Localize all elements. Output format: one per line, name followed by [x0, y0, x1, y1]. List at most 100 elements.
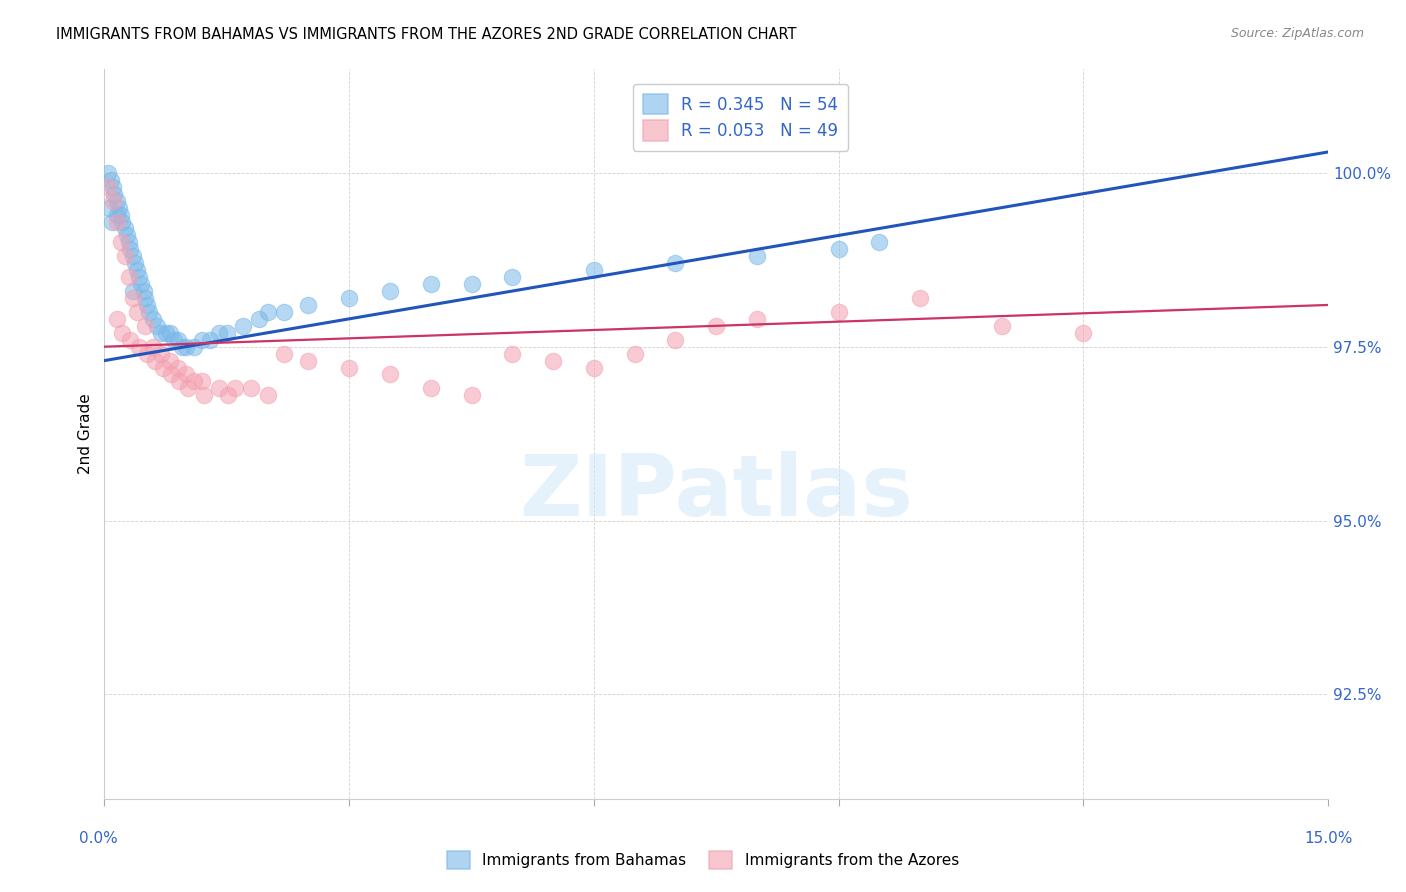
Point	[115, 228, 138, 243]
Point	[128, 340, 150, 354]
Point	[128, 270, 150, 285]
Point	[152, 360, 174, 375]
Point	[191, 333, 214, 347]
Point	[745, 249, 768, 263]
Point	[232, 318, 254, 333]
Point	[908, 291, 931, 305]
Point	[200, 333, 222, 347]
Point	[134, 318, 156, 333]
Point	[101, 194, 124, 208]
Point	[108, 201, 131, 215]
Point	[582, 360, 605, 375]
Point	[541, 353, 564, 368]
Point	[105, 194, 128, 208]
Point	[247, 311, 270, 326]
Point	[103, 186, 125, 201]
Point	[143, 353, 166, 368]
Point	[118, 235, 141, 250]
Point	[125, 263, 148, 277]
Point	[97, 166, 120, 180]
Point	[122, 284, 145, 298]
Point	[101, 179, 124, 194]
Point	[111, 326, 134, 340]
Point	[174, 340, 197, 354]
Point	[100, 214, 122, 228]
Point	[110, 208, 132, 222]
Point	[256, 388, 278, 402]
Point	[166, 360, 188, 375]
Point	[664, 256, 686, 270]
Point	[1073, 326, 1095, 340]
Point	[623, 346, 645, 360]
Point	[125, 305, 148, 319]
Point	[114, 249, 136, 263]
Point	[273, 305, 295, 319]
Point	[460, 388, 482, 402]
Text: Source: ZipAtlas.com: Source: ZipAtlas.com	[1230, 27, 1364, 40]
Point	[582, 263, 605, 277]
Point	[98, 201, 121, 215]
Point	[827, 243, 849, 257]
Text: 0.0%: 0.0%	[79, 831, 118, 846]
Point	[256, 305, 278, 319]
Point	[217, 388, 239, 402]
Point	[146, 318, 169, 333]
Point	[419, 381, 441, 395]
Point	[297, 298, 319, 312]
Point	[100, 173, 122, 187]
Point	[166, 333, 188, 347]
Point	[337, 360, 360, 375]
Point	[183, 375, 205, 389]
Point	[120, 243, 142, 257]
Text: IMMIGRANTS FROM BAHAMAS VS IMMIGRANTS FROM THE AZORES 2ND GRADE CORRELATION CHAR: IMMIGRANTS FROM BAHAMAS VS IMMIGRANTS FR…	[56, 27, 797, 42]
Point	[105, 214, 128, 228]
Point	[110, 235, 132, 250]
Point	[176, 381, 198, 395]
Point	[169, 375, 191, 389]
Point	[868, 235, 890, 250]
Point	[111, 214, 134, 228]
Point	[150, 346, 173, 360]
Point	[134, 291, 156, 305]
Point	[664, 333, 686, 347]
Point	[155, 326, 177, 340]
Point	[207, 381, 229, 395]
Point	[135, 298, 157, 312]
Point	[118, 270, 141, 285]
Text: ZIPatlas: ZIPatlas	[519, 450, 912, 533]
Point	[135, 346, 157, 360]
Point	[160, 368, 183, 382]
Point	[124, 256, 146, 270]
Text: 15.0%: 15.0%	[1305, 831, 1353, 846]
Point	[215, 326, 238, 340]
Point	[191, 375, 214, 389]
Point	[193, 388, 215, 402]
Point	[132, 284, 155, 298]
Point	[122, 249, 145, 263]
Point	[501, 346, 523, 360]
Point	[183, 340, 205, 354]
Point	[991, 318, 1014, 333]
Point	[138, 305, 160, 319]
Point	[174, 368, 197, 382]
Point	[704, 318, 727, 333]
Point	[273, 346, 295, 360]
Point	[378, 284, 401, 298]
Legend: R = 0.345   N = 54, R = 0.053   N = 49: R = 0.345 N = 54, R = 0.053 N = 49	[633, 84, 848, 151]
Point	[122, 291, 145, 305]
Point	[460, 277, 482, 291]
Point	[337, 291, 360, 305]
Point	[207, 326, 229, 340]
Point	[105, 311, 128, 326]
Point	[159, 353, 181, 368]
Point	[107, 208, 129, 222]
Point	[240, 381, 263, 395]
Point	[150, 326, 173, 340]
Point	[159, 326, 181, 340]
Point	[129, 277, 152, 291]
Point	[827, 305, 849, 319]
Point	[501, 270, 523, 285]
Point	[142, 340, 165, 354]
Point	[114, 221, 136, 235]
Point	[378, 368, 401, 382]
